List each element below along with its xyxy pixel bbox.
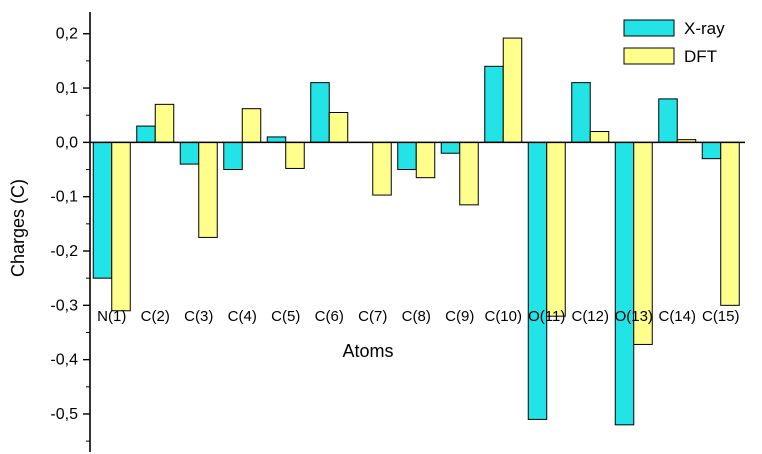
y-tick-label: -0,3 [50,297,78,314]
category-label: C(6) [315,308,344,325]
y-tick-label: -0,1 [50,189,78,206]
y-tick-label: 0,2 [56,26,78,43]
bar-dft-8 [415,141,436,179]
legend-swatch-dft [623,47,675,65]
category-label: C(2) [141,308,170,325]
bar-xray-8 [397,141,417,171]
category-label: C(14) [658,308,696,325]
legend: X-ray DFT [623,19,725,66]
category-label: C(10) [484,308,522,325]
category-label: C(7) [358,308,387,325]
category-label: C(3) [184,308,213,325]
bar-xray-1 [92,141,113,279]
bar-xray-3 [179,141,200,165]
category-label: C(15) [702,308,740,325]
category-label: C(9) [445,308,474,325]
bar-dft-2 [154,103,175,143]
category-label: C(12) [571,308,609,325]
bar-dft-4 [241,108,262,143]
bar-dft-11 [546,141,566,317]
bar-xray-15 [701,141,722,160]
y-tick-label: 0,0 [56,134,78,151]
bar-xray-5 [266,136,287,143]
bar-dft-7 [372,141,392,196]
y-tick-label: 0,1 [56,80,78,97]
y-tick-label: -0,2 [50,243,78,260]
bar-xray-2 [136,125,156,143]
bar-dft-12 [589,131,610,143]
legend-label-xray: X-ray [684,19,725,38]
legend-swatch-xray [623,19,675,37]
bar-xray-13 [614,141,635,426]
y-tick-label: -0,4 [50,352,78,369]
bar-xray-6 [310,82,330,143]
bar-dft-3 [198,141,218,238]
bar-dft-15 [720,141,740,306]
bars-group [92,37,740,426]
category-labels-group: N(1) C(2) C(3) C(4) C(5) C(6) C(7) C(8) C(9) C(10… [97,308,739,325]
category-label: C(5) [271,308,300,325]
bar-dft-1 [111,141,131,312]
y-tick-label: -0,5 [50,406,78,423]
category-label: C(8) [402,308,431,325]
bar-dft-9 [459,141,479,206]
category-label: C(4) [228,308,257,325]
y-axis-title: Charges (C) [8,179,28,277]
category-label: O(11) [528,308,565,325]
bar-dft-10 [502,37,523,143]
bar-dft-5 [285,141,305,169]
bar-xray-4 [223,141,243,171]
category-label: O(13) [615,308,653,325]
bar-xray-12 [571,82,591,143]
bar-xray-9 [440,141,461,154]
x-axis-title: Atoms [342,341,393,361]
y-ticks-group: -0,5 -0,4 -0,3 -0,2 -0,1 0,0 0,1 0,2 [50,26,90,442]
bar-xray-14 [658,98,678,143]
bar-xray-11 [527,141,548,420]
bar-dft-6 [328,111,349,143]
legend-label-dft: DFT [684,47,717,66]
bar-xray-10 [484,65,504,143]
category-label: N(1) [97,308,126,325]
